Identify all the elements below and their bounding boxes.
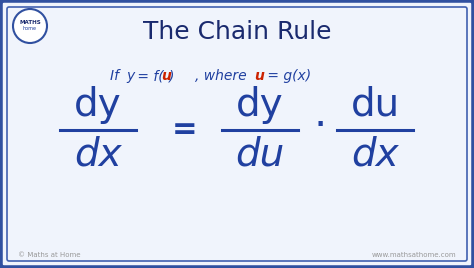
Text: u: u [254,69,264,83]
Text: ): ) [169,69,174,83]
Text: ·: · [313,105,327,147]
Text: , where: , where [195,69,251,83]
Text: y: y [126,69,134,83]
Text: dy: dy [236,86,284,124]
Text: dy: dy [74,86,122,124]
Text: MATHS: MATHS [19,20,41,24]
Text: dx: dx [351,136,399,174]
Text: =: = [172,116,198,144]
Text: du: du [236,136,284,174]
Text: © Maths at Home: © Maths at Home [18,252,81,258]
Text: = g(x): = g(x) [263,69,311,83]
Text: If: If [110,69,123,83]
Text: du: du [350,86,400,124]
Text: The Chain Rule: The Chain Rule [143,20,331,44]
Text: = f(: = f( [133,69,164,83]
Text: home: home [23,27,37,32]
Text: www.mathsathome.com: www.mathsathome.com [371,252,456,258]
Text: u: u [161,69,171,83]
Circle shape [13,9,47,43]
Text: dx: dx [74,136,122,174]
